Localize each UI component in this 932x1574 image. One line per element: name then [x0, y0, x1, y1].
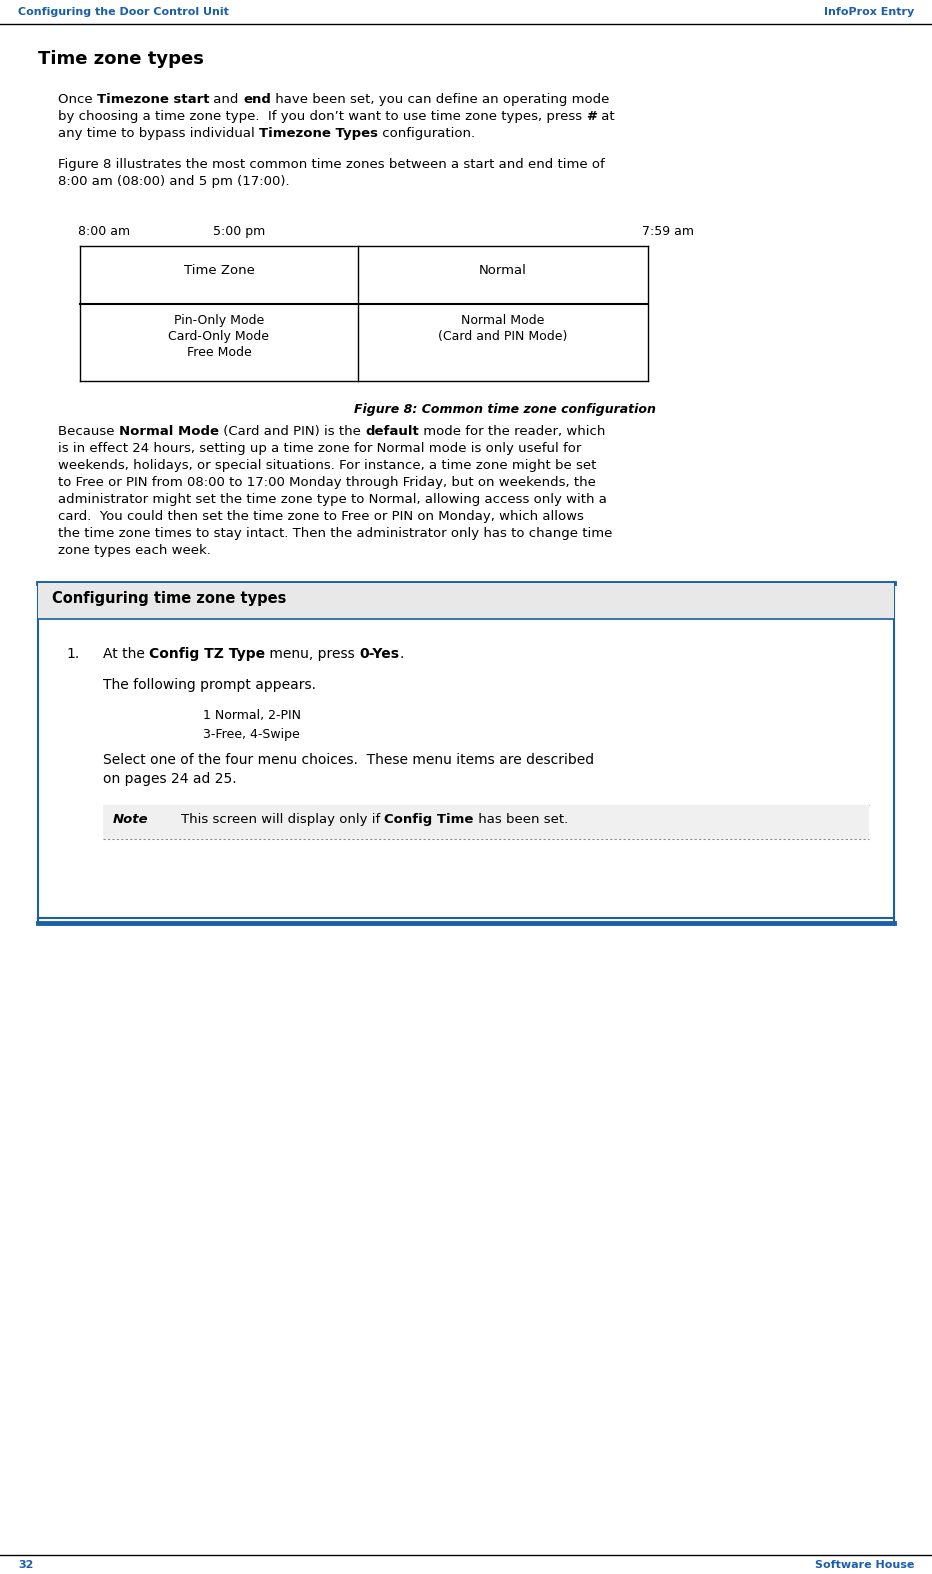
Text: card.  You could then set the time zone to Free or PIN on Monday, which allows: card. You could then set the time zone t…	[58, 510, 583, 523]
Text: (Card and PIN Mode): (Card and PIN Mode)	[438, 331, 568, 343]
Text: 1.: 1.	[66, 647, 79, 661]
Text: weekends, holidays, or special situations. For instance, a time zone might be se: weekends, holidays, or special situation…	[58, 460, 596, 472]
Text: have been set, you can define an operating mode: have been set, you can define an operati…	[271, 93, 610, 105]
Text: Time zone types: Time zone types	[38, 50, 204, 68]
Text: The following prompt appears.: The following prompt appears.	[103, 678, 316, 693]
Text: At the: At the	[103, 647, 149, 661]
Text: Normal: Normal	[479, 264, 527, 277]
Text: the time zone times to stay intact. Then the administrator only has to change ti: the time zone times to stay intact. Then…	[58, 527, 612, 540]
Text: Configuring time zone types: Configuring time zone types	[52, 590, 286, 606]
Text: 8:00 am: 8:00 am	[78, 225, 130, 238]
Text: 5:00 pm: 5:00 pm	[212, 225, 265, 238]
Text: Config Time: Config Time	[385, 814, 473, 826]
Text: Normal Mode: Normal Mode	[118, 425, 219, 438]
Text: Because: Because	[58, 425, 118, 438]
Text: Timezone Types: Timezone Types	[259, 127, 378, 140]
Text: Once: Once	[58, 93, 97, 105]
Text: .: .	[400, 647, 404, 661]
Text: at: at	[597, 110, 615, 123]
Text: Figure 8: Common time zone configuration: Figure 8: Common time zone configuration	[354, 403, 656, 416]
Text: by choosing a time zone type.  If you don’t want to use time zone types, press: by choosing a time zone type. If you don…	[58, 110, 586, 123]
Text: Config TZ Type: Config TZ Type	[149, 647, 266, 661]
Text: default: default	[364, 425, 418, 438]
Bar	[38, 582, 894, 619]
Text: on pages 24 ad 25.: on pages 24 ad 25.	[103, 771, 237, 785]
Text: to Free or PIN from 08:00 to 17:00 Monday through Friday, but on weekends, the: to Free or PIN from 08:00 to 17:00 Monda…	[58, 475, 596, 490]
Text: is in effect 24 hours, setting up a time zone for Normal mode is only useful for: is in effect 24 hours, setting up a time…	[58, 442, 582, 455]
Text: Figure 8 illustrates the most common time zones between a start and end time of: Figure 8 illustrates the most common tim…	[58, 157, 605, 172]
Text: menu, press: menu, press	[266, 647, 360, 661]
Text: has been set.: has been set.	[473, 814, 569, 826]
Text: Time Zone: Time Zone	[184, 264, 254, 277]
Text: Card-Only Mode: Card-Only Mode	[169, 331, 269, 343]
Bar	[103, 804, 869, 839]
Text: Note: Note	[113, 814, 148, 826]
Text: end: end	[243, 93, 271, 105]
Text: mode for the reader, which: mode for the reader, which	[418, 425, 605, 438]
Text: configuration.: configuration.	[378, 127, 475, 140]
Text: any time to bypass individual: any time to bypass individual	[58, 127, 259, 140]
Text: zone types each week.: zone types each week.	[58, 545, 211, 557]
Text: 32: 32	[18, 1560, 34, 1569]
Text: 7:59 am: 7:59 am	[642, 225, 694, 238]
Text: 0-Yes: 0-Yes	[360, 647, 400, 661]
Text: administrator might set the time zone type to Normal, allowing access only with : administrator might set the time zone ty…	[58, 493, 607, 505]
Text: and: and	[210, 93, 243, 105]
Text: Select one of the four menu choices.  These menu items are described: Select one of the four menu choices. The…	[103, 752, 594, 767]
Text: 8:00 am (08:00) and 5 pm (17:00).: 8:00 am (08:00) and 5 pm (17:00).	[58, 175, 290, 187]
Text: InfoProx Entry: InfoProx Entry	[824, 6, 914, 17]
Text: Timezone start: Timezone start	[97, 93, 210, 105]
Text: #: #	[586, 110, 597, 123]
Text: This screen will display only if: This screen will display only if	[181, 814, 385, 826]
Text: Pin-Only Mode: Pin-Only Mode	[174, 313, 264, 327]
Text: Normal Mode: Normal Mode	[461, 313, 544, 327]
Text: Software House: Software House	[815, 1560, 914, 1569]
Text: Configuring the Door Control Unit: Configuring the Door Control Unit	[18, 6, 229, 17]
Text: Free Mode: Free Mode	[186, 346, 252, 359]
Text: (Card and PIN) is the: (Card and PIN) is the	[219, 425, 364, 438]
Text: 1 Normal, 2-PIN
3-Free, 4-Swipe: 1 Normal, 2-PIN 3-Free, 4-Swipe	[203, 708, 301, 741]
